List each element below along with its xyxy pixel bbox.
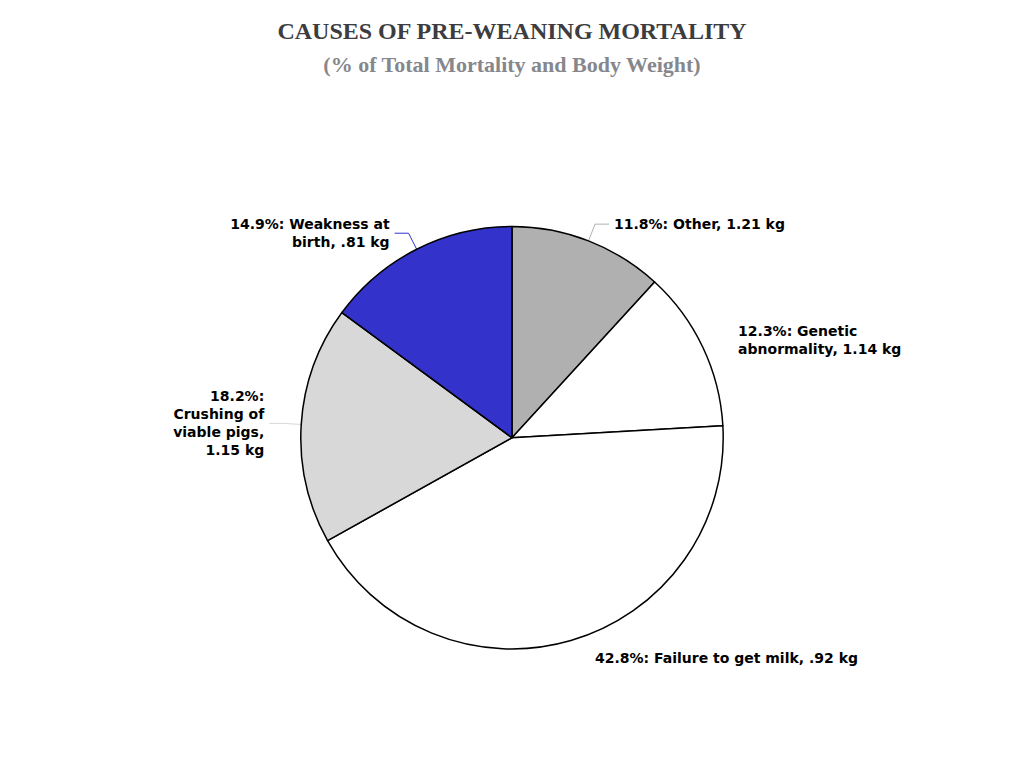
svg-text:(% of Total Mortality and Body: (% of Total Mortality and Body Weight) [323,52,700,77]
svg-text:birth, .81 kg: birth, .81 kg [292,234,390,250]
svg-text:1.15 kg: 1.15 kg [206,442,265,458]
svg-text:18.2%:: 18.2%: [210,388,264,404]
svg-text:42.8%: Failure to get milk, .9: 42.8%: Failure to get milk, .92 kg [595,650,858,666]
svg-text:viable pigs,: viable pigs, [173,424,264,440]
svg-text:11.8%: Other, 1.21 kg: 11.8%: Other, 1.21 kg [614,216,785,232]
svg-text:Crushing of: Crushing of [173,406,265,422]
svg-text:12.3%: Genetic: 12.3%: Genetic [738,323,857,339]
svg-text:abnormality, 1.14 kg: abnormality, 1.14 kg [738,341,901,357]
svg-text:14.9%: Weakness at: 14.9%: Weakness at [230,216,390,232]
svg-text:CAUSES OF PRE-WEANING MORTALIT: CAUSES OF PRE-WEANING MORTALITY [277,18,746,44]
